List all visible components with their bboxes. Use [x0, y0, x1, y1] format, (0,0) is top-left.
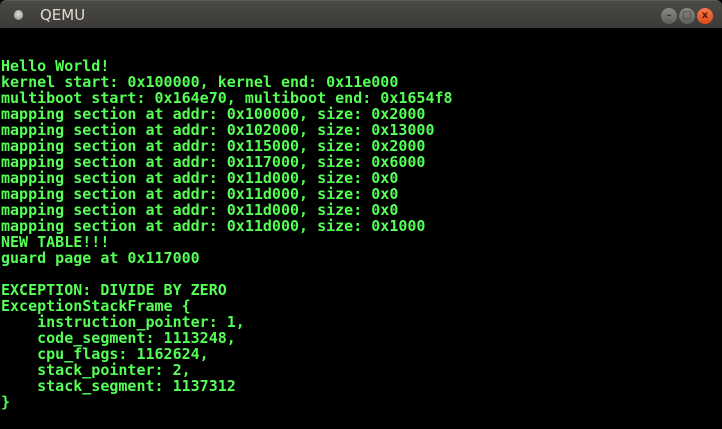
- window-titlebar[interactable]: QEMU – □ x: [0, 0, 722, 28]
- console-line: Hello World!: [1, 57, 110, 75]
- console-line: mapping section at addr: 0x117000, size:…: [1, 153, 426, 171]
- console-line: mapping section at addr: 0x11d000, size:…: [1, 169, 399, 187]
- console-line: code_segment: 1113248,: [1, 329, 236, 347]
- minimize-button[interactable]: –: [661, 8, 677, 24]
- console-line: kernel start: 0x100000, kernel end: 0x11…: [1, 73, 399, 91]
- console-line: NEW TABLE!!!: [1, 233, 110, 251]
- qemu-app-icon: [14, 10, 23, 20]
- console-line: mapping section at addr: 0x11d000, size:…: [1, 185, 399, 203]
- console-line: }: [1, 393, 11, 411]
- console-line: cpu_flags: 1162624,: [1, 345, 209, 363]
- console-line: mapping section at addr: 0x115000, size:…: [1, 137, 426, 155]
- console-line: [1, 266, 453, 282]
- console-line: guard page at 0x117000: [1, 249, 200, 267]
- console-line: ExceptionStackFrame {: [1, 297, 191, 315]
- console-line: stack_pointer: 2,: [1, 361, 191, 379]
- console-line: mapping section at addr: 0x102000, size:…: [1, 121, 435, 139]
- console-output: Hello World! kernel start: 0x100000, kern…: [1, 58, 453, 410]
- close-button[interactable]: x: [697, 8, 713, 24]
- console-line: multiboot start: 0x164e70, multiboot end…: [1, 89, 453, 107]
- console-line: EXCEPTION: DIVIDE BY ZERO: [1, 281, 227, 299]
- maximize-button[interactable]: □: [679, 8, 695, 24]
- console-line: mapping section at addr: 0x11d000, size:…: [1, 217, 426, 235]
- console-line: instruction_pointer: 1,: [1, 313, 245, 331]
- console-line: stack_segment: 1137312: [1, 377, 236, 395]
- console-line: mapping section at addr: 0x100000, size:…: [1, 105, 426, 123]
- vm-display[interactable]: Hello World! kernel start: 0x100000, kern…: [0, 28, 722, 429]
- console-line: mapping section at addr: 0x11d000, size:…: [1, 201, 399, 219]
- window-title: QEMU: [40, 6, 86, 24]
